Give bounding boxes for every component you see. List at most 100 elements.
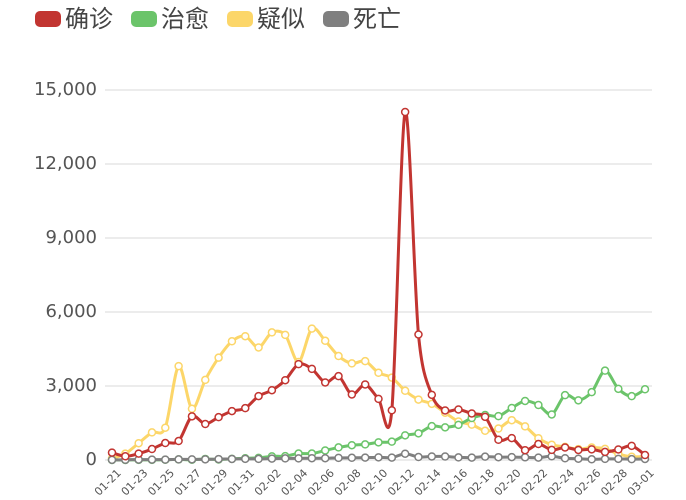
data-point — [347, 453, 357, 463]
data-point — [600, 454, 610, 464]
data-point — [480, 452, 490, 461]
legend-swatch — [323, 11, 349, 27]
data-point — [347, 359, 357, 368]
data-point — [334, 371, 343, 381]
data-point — [227, 406, 237, 416]
data-point — [267, 385, 277, 395]
data-point — [414, 395, 423, 404]
data-point — [227, 337, 237, 346]
x-tick-label: 02-28 — [598, 467, 630, 499]
data-point — [520, 453, 530, 462]
x-tick-label: 02-14 — [412, 467, 444, 499]
data-point — [494, 452, 503, 462]
data-point — [334, 443, 343, 452]
data-point — [280, 330, 290, 340]
x-tick-label: 02-26 — [572, 467, 604, 499]
data-point — [520, 445, 530, 455]
data-point — [307, 324, 317, 333]
data-point — [134, 438, 143, 448]
data-point — [427, 452, 437, 461]
data-point — [147, 455, 157, 464]
data-point — [600, 366, 610, 375]
data-point — [494, 411, 503, 421]
data-point — [187, 404, 197, 414]
data-point — [374, 438, 383, 447]
data-point — [360, 356, 370, 366]
x-tick-label: 01-27 — [172, 467, 204, 499]
data-point — [640, 450, 650, 460]
data-point — [360, 453, 370, 462]
data-point — [507, 415, 516, 425]
data-point — [201, 455, 210, 464]
data-point — [587, 387, 596, 397]
data-point — [294, 359, 303, 369]
data-point — [374, 394, 383, 404]
data-point — [347, 440, 357, 450]
y-tick-label: 12,000 — [34, 153, 97, 174]
x-tick-label: 02-22 — [518, 467, 550, 499]
x-tick-label: 02-06 — [305, 467, 337, 499]
data-point — [387, 437, 397, 446]
legend-swatch — [35, 11, 61, 27]
data-point — [121, 452, 130, 461]
data-point — [534, 400, 543, 410]
data-point — [480, 412, 490, 422]
data-point — [547, 410, 556, 419]
x-tick-label: 02-18 — [465, 467, 497, 499]
data-point — [280, 454, 290, 463]
data-point — [387, 406, 397, 415]
data-point — [574, 396, 583, 405]
data-point — [494, 424, 503, 433]
data-point — [414, 452, 423, 462]
data-point — [427, 390, 437, 400]
x-tick-label: 02-02 — [252, 467, 284, 499]
data-point — [147, 428, 157, 437]
data-point — [534, 439, 543, 449]
data-point — [454, 453, 463, 462]
data-point — [147, 444, 157, 454]
data-point — [627, 391, 636, 401]
data-point — [614, 445, 623, 454]
x-tick-label: 01-29 — [199, 467, 231, 499]
data-point — [440, 423, 450, 432]
data-point — [161, 423, 170, 432]
x-tick-label: 01-21 — [92, 467, 124, 499]
data-point — [627, 441, 636, 451]
data-point — [201, 419, 210, 429]
data-point — [307, 453, 317, 463]
legend-label: 确诊 — [65, 5, 113, 33]
data-point — [174, 455, 183, 464]
data-point — [320, 378, 330, 387]
data-point — [414, 429, 423, 438]
data-point — [280, 375, 290, 385]
x-tick-label: 02-20 — [492, 467, 524, 499]
data-point — [467, 453, 477, 462]
x-tick-label: 01-31 — [225, 467, 257, 499]
data-point — [334, 453, 343, 463]
data-point — [294, 454, 303, 463]
y-tick-label: 0 — [86, 449, 97, 470]
y-tick-label: 6,000 — [45, 301, 97, 322]
data-point — [307, 364, 317, 374]
data-point — [387, 453, 397, 462]
data-point — [534, 453, 543, 462]
data-point — [254, 343, 263, 352]
data-point — [400, 449, 410, 458]
data-point — [107, 455, 117, 465]
data-point — [520, 396, 530, 406]
data-point — [187, 412, 197, 421]
x-tick-label: 01-25 — [145, 467, 177, 499]
legend-label: 治愈 — [161, 5, 209, 33]
data-point — [254, 454, 263, 464]
data-point — [254, 391, 263, 401]
data-point — [467, 409, 477, 418]
data-point — [161, 455, 170, 464]
data-point — [374, 368, 383, 378]
data-point — [480, 426, 490, 436]
data-point — [161, 438, 170, 448]
data-point — [627, 454, 636, 464]
data-point — [574, 454, 583, 463]
data-point — [560, 443, 570, 452]
legend-label: 疑似 — [257, 5, 305, 33]
